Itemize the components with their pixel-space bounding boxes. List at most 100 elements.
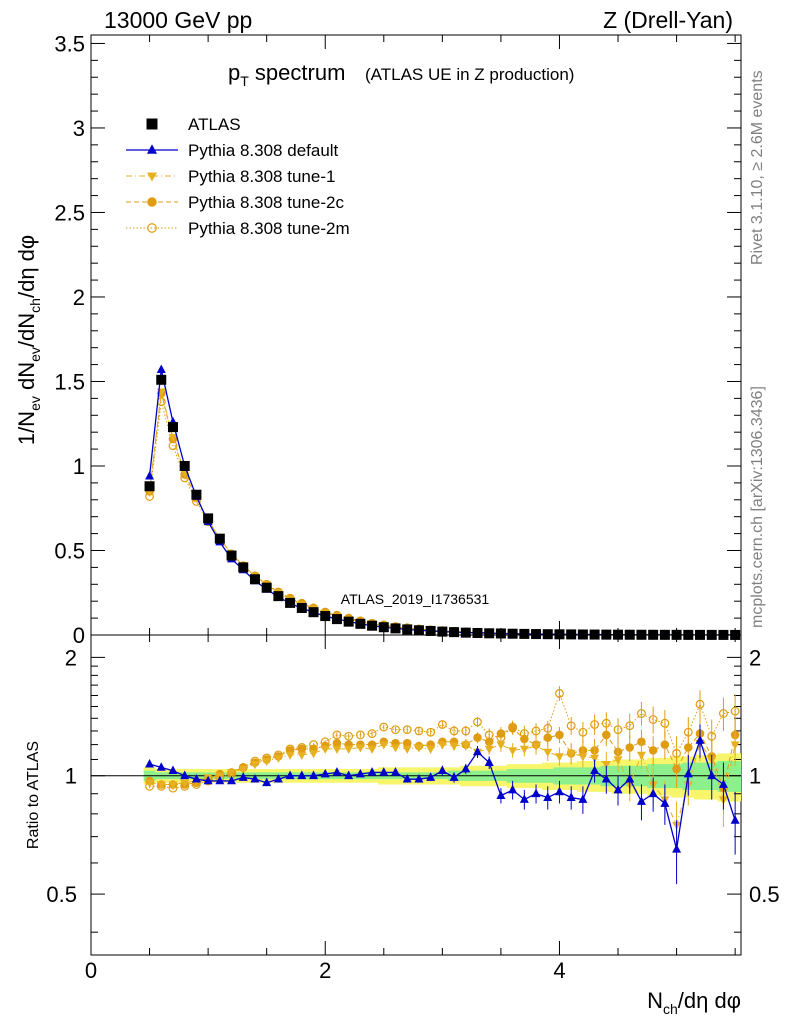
ratio-point [391,725,400,735]
ratio-ytick-label: 1 [65,764,77,789]
ratio-point [355,744,365,753]
ratio-point [707,770,717,780]
legend-entry: Pythia 8.308 tune-1 [126,167,335,186]
data-point [261,582,272,593]
data-point [238,562,249,573]
ratio-point [250,761,260,770]
ratio-point [227,769,237,778]
ratio-point [145,779,155,788]
ratio-point [168,765,178,775]
ratio-point [332,745,342,754]
ratio-point [402,738,412,748]
ratio-ytick-label: 2 [65,645,77,670]
title-rest: spectrum [249,60,346,85]
ratio-point [683,768,693,778]
main-ytick-label: 3 [73,116,85,141]
ratio-series [145,686,740,885]
ratio-point [648,788,658,798]
data-point [285,597,296,608]
ratio-point [461,741,471,750]
xtick-label: 4 [553,958,565,983]
ratio-point [273,754,283,763]
ratio-ytick-label-right: 1 [749,764,761,789]
ratio-point [602,730,611,740]
ratio-point [648,715,658,724]
ratio-point [473,717,482,727]
ratio-series-pythia-8-308-default [145,724,740,885]
data-point [449,627,460,638]
ratio-point [555,730,564,740]
ratio-point [496,790,506,800]
ratio-point [437,765,447,775]
ratio-point [379,767,389,776]
ratio-point [332,730,342,740]
legend-marker [147,197,157,207]
ratio-point [496,729,506,738]
data-point [249,574,260,585]
legend-label: ATLAS [188,115,241,134]
ratio-point [238,772,248,781]
ratio-point [625,743,635,752]
ratio-point [391,767,401,776]
ratio-point [414,726,424,736]
ratio-point [660,798,670,807]
data-point [413,625,424,636]
ratio-point [168,781,178,790]
ratio-point [484,745,494,754]
ratio-point [543,792,553,801]
ratio-point [590,720,600,729]
ratio-point [590,754,600,763]
main-ytick-label: 2 [73,285,85,310]
watermark: ATLAS_2019_I1736531 [341,591,490,607]
data-point [577,629,588,640]
ratio-point [273,774,283,783]
ratio-ylabel: Ratio to ATLAS [25,741,42,849]
data-point [331,614,342,625]
ratio-point [601,761,611,770]
ratio-point [437,720,447,729]
data-point [179,460,190,471]
ratio-point [566,792,576,801]
ratio-point [227,775,237,785]
ratio-point [543,733,553,742]
x-axis-label: Nch/dη dφ [647,988,741,1017]
ratio-point [156,762,166,771]
main-ytick-label: 0 [73,623,85,648]
ratio-point [531,788,541,798]
ratio-point [297,744,307,754]
main-ytick-label: 1 [73,454,85,479]
data-point [144,481,155,492]
ratio-series-line [149,738,736,850]
ratio-point [355,768,365,778]
ratio-point [285,770,295,780]
ratio-point [496,741,506,750]
data-point [542,629,553,640]
header-right: Z (Drell-Yan) [603,7,733,33]
ratio-point [660,740,670,749]
ratio-point [391,744,401,753]
data-point [472,627,483,638]
xtick-label: 2 [319,958,331,983]
ratio-point [449,742,459,751]
data-point [167,422,178,433]
ratio-point [344,731,354,741]
ratio-point [555,688,564,698]
ratio-point [191,774,201,783]
ratio-series-line [149,691,736,789]
ratio-point [730,706,740,716]
ratio-point [414,744,424,753]
ratio-series-line [149,727,736,790]
legend-entry: ATLAS [146,115,241,134]
ratio-point [309,750,319,759]
ratio-point [379,741,389,750]
ratio-point [684,743,693,752]
data-point [168,434,178,443]
legend-label: Pythia 8.308 tune-1 [188,167,335,186]
data-point [460,627,471,638]
header-left: 13000 GeV pp [104,7,252,33]
ratio-point [672,764,681,774]
ratio-point [203,775,213,785]
ratio-point [309,770,319,780]
ratio-point [367,767,377,776]
